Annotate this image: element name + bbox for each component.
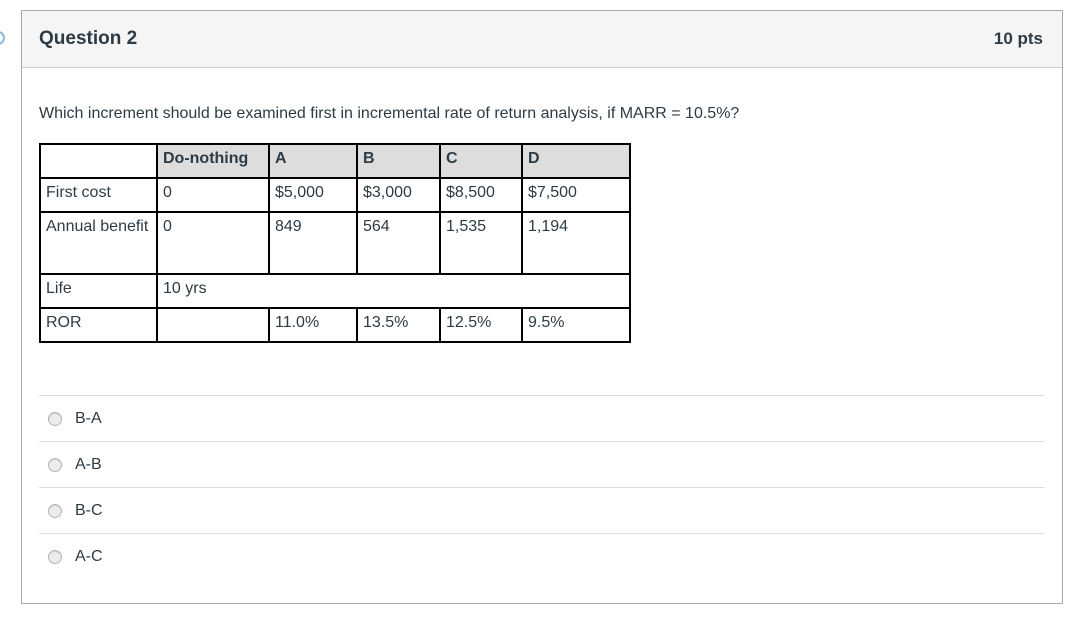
answer-option-a-b[interactable]: A-B: [39, 441, 1045, 487]
radio-button-icon[interactable]: [48, 457, 62, 472]
table-row-first-cost: First cost 0 $5,000 $3,000 $8,500 $7,500: [39, 177, 631, 213]
table-cell: $5,000: [268, 177, 358, 213]
table-row-life: Life 10 yrs: [39, 273, 631, 309]
answers-list: B-A A-B B-C A-C: [39, 395, 1045, 579]
answer-label: B-C: [75, 501, 103, 519]
table-cell: $8,500: [439, 177, 523, 213]
table-cell: 13.5%: [356, 307, 441, 343]
alternatives-table: Do-nothing A B C D First cost 0 $5,000 $…: [39, 143, 631, 343]
row-label: First cost: [39, 177, 158, 213]
table-corner-cell: [39, 143, 158, 179]
question-text: Which increment should be examined first…: [39, 105, 740, 122]
radio-button-icon[interactable]: [48, 411, 62, 426]
row-label: ROR: [39, 307, 158, 343]
table-cell: 12.5%: [439, 307, 523, 343]
table-header-row: Do-nothing A B C D: [39, 143, 631, 179]
table-cell: 1,194: [521, 211, 631, 275]
table-row-ror: ROR 11.0% 13.5% 12.5% 9.5%: [39, 307, 631, 343]
answer-option-b-c[interactable]: B-C: [39, 487, 1045, 533]
table-cell: 564: [356, 211, 441, 275]
answer-label: A-C: [75, 547, 103, 565]
radio-button-icon[interactable]: [48, 549, 62, 564]
table-cell: 0: [156, 211, 270, 275]
table-header-cell-c: C: [439, 143, 523, 179]
table-cell: 849: [268, 211, 358, 275]
table-cell: 9.5%: [521, 307, 631, 343]
question-header: Question 2 10 pts: [22, 11, 1062, 68]
table-cell: 11.0%: [268, 307, 358, 343]
table-cell: $7,500: [521, 177, 631, 213]
table-row-annual-benefit: Annual benefit 0 849 564 1,535 1,194: [39, 211, 631, 275]
table-cell: [156, 307, 270, 343]
table-cell: 1,535: [439, 211, 523, 275]
answer-option-a-c[interactable]: A-C: [39, 533, 1045, 579]
table-header-cell-d: D: [521, 143, 631, 179]
table-header-cell-do-nothing: Do-nothing: [156, 143, 270, 179]
row-label: Life: [39, 273, 158, 309]
row-label: Annual benefit: [39, 211, 158, 275]
table-header-cell-a: A: [268, 143, 358, 179]
table-header-cell-b: B: [356, 143, 441, 179]
radio-button-icon[interactable]: [48, 503, 62, 518]
question-card: Question 2 10 pts Which increment should…: [21, 10, 1063, 604]
answer-label: A-B: [75, 455, 102, 473]
question-nav-dot[interactable]: [0, 31, 5, 45]
table-cell-life-span: 10 yrs: [156, 273, 631, 309]
answer-option-b-a[interactable]: B-A: [39, 395, 1045, 441]
question-points: 10 pts: [993, 29, 1043, 48]
table-cell: 0: [156, 177, 270, 213]
table-cell: $3,000: [356, 177, 441, 213]
answer-label: B-A: [75, 409, 102, 427]
question-title: Question 2: [39, 28, 138, 49]
question-body: Which increment should be examined first…: [22, 104, 1062, 579]
